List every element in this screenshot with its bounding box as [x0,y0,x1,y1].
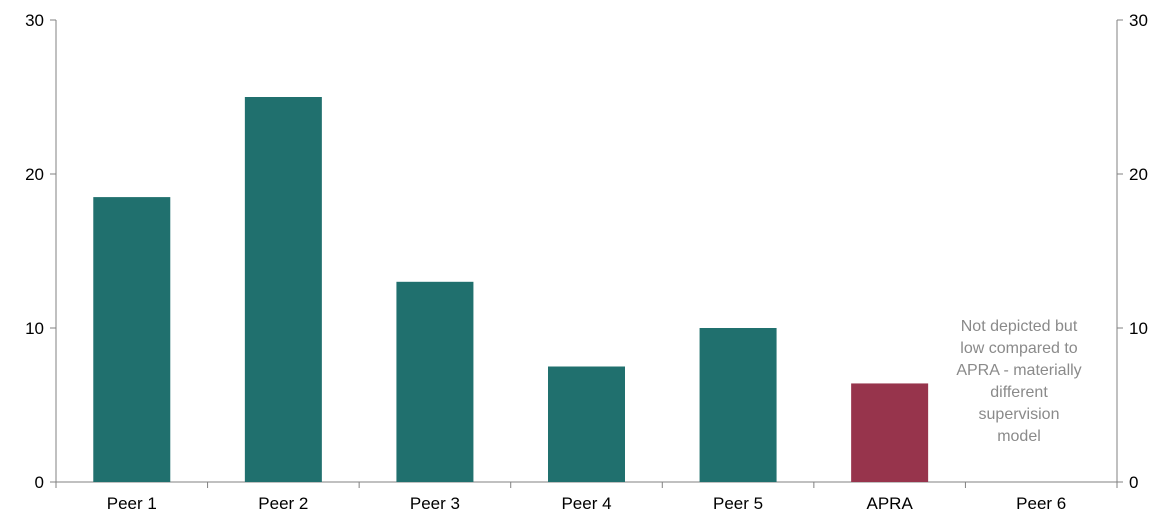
y-tick-label-left: 30 [25,11,44,30]
annotation-line: supervision [978,406,1060,423]
x-category-label: Peer 4 [561,494,611,513]
x-category-label: APRA [866,494,913,513]
bar-apra [851,383,929,482]
bar-peer-4 [548,366,625,482]
bar-peer-5 [699,328,777,482]
x-category-label: Peer 3 [410,494,460,513]
x-category-label: Peer 5 [713,494,763,513]
annotation-line: Not depicted but [960,318,1078,335]
bar-peer-2 [244,97,322,482]
bar-peer-1 [93,197,171,482]
annotation-line: APRA - materially [956,362,1082,379]
x-category-label: Peer 1 [107,494,157,513]
y-tick-label-left: 0 [35,473,44,492]
bars [93,97,929,482]
peer-6-annotation: Not depicted but low compared to APRA - … [930,316,1108,448]
y-tick-label-right: 0 [1129,473,1138,492]
y-tick-label-right: 30 [1129,11,1148,30]
y-tick-label-left: 10 [25,319,44,338]
annotation-line: model [997,428,1041,445]
y-tick-label-right: 20 [1129,165,1148,184]
x-category-label: Peer 6 [1016,494,1066,513]
annotation-line: low compared to [960,340,1078,357]
x-category-label: Peer 2 [258,494,308,513]
labels: 0 0 10 10 20 20 30 30 Peer 1 Peer 2 Peer 3 Peer 4 Pe… [25,11,1148,513]
bar-peer-3 [396,281,474,482]
annotation-line: different [990,384,1048,401]
y-tick-label-right: 10 [1129,319,1148,338]
y-tick-label-left: 20 [25,165,44,184]
